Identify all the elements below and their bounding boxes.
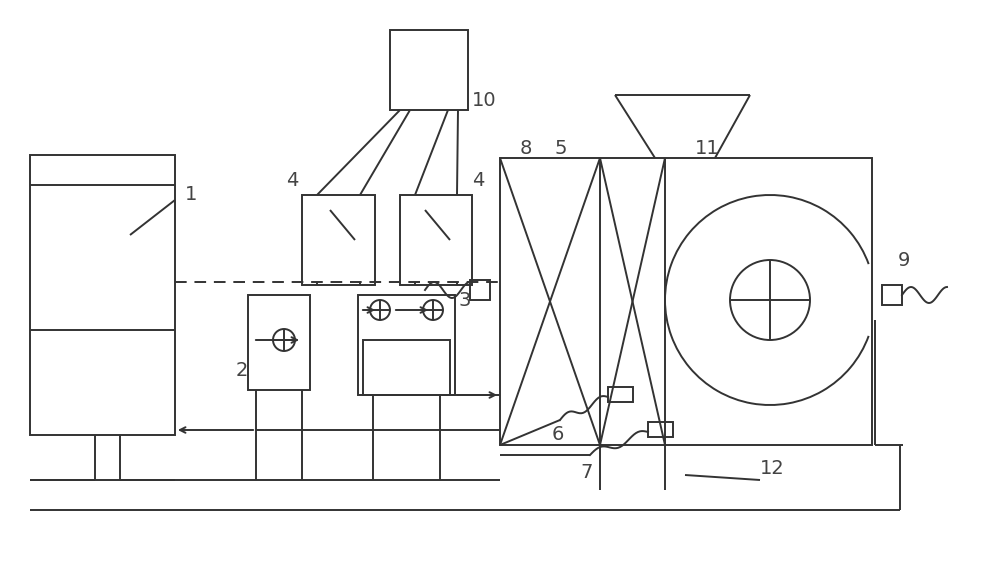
Text: 9: 9 [898, 250, 910, 269]
Text: 4: 4 [472, 170, 484, 190]
Bar [302, 195, 375, 285]
Bar [608, 387, 633, 402]
Bar [358, 295, 455, 395]
Text: 10: 10 [472, 90, 497, 110]
Bar [648, 422, 673, 437]
Bar [470, 280, 490, 300]
Bar [500, 158, 872, 445]
Bar [882, 285, 902, 305]
Text: 1: 1 [185, 186, 197, 204]
Text: 6: 6 [552, 425, 564, 445]
Text: 8: 8 [520, 139, 532, 157]
Text: 3: 3 [458, 290, 470, 310]
Bar [363, 340, 450, 395]
Text: 12: 12 [760, 458, 785, 478]
Text: 2: 2 [236, 361, 248, 379]
Text: 11: 11 [695, 139, 720, 157]
Text: 5: 5 [555, 139, 568, 157]
Bar [390, 30, 468, 110]
Bar [30, 155, 175, 435]
Bar [400, 195, 472, 285]
Text: 4: 4 [286, 170, 298, 190]
Bar [248, 295, 310, 390]
Text: 7: 7 [580, 463, 592, 482]
